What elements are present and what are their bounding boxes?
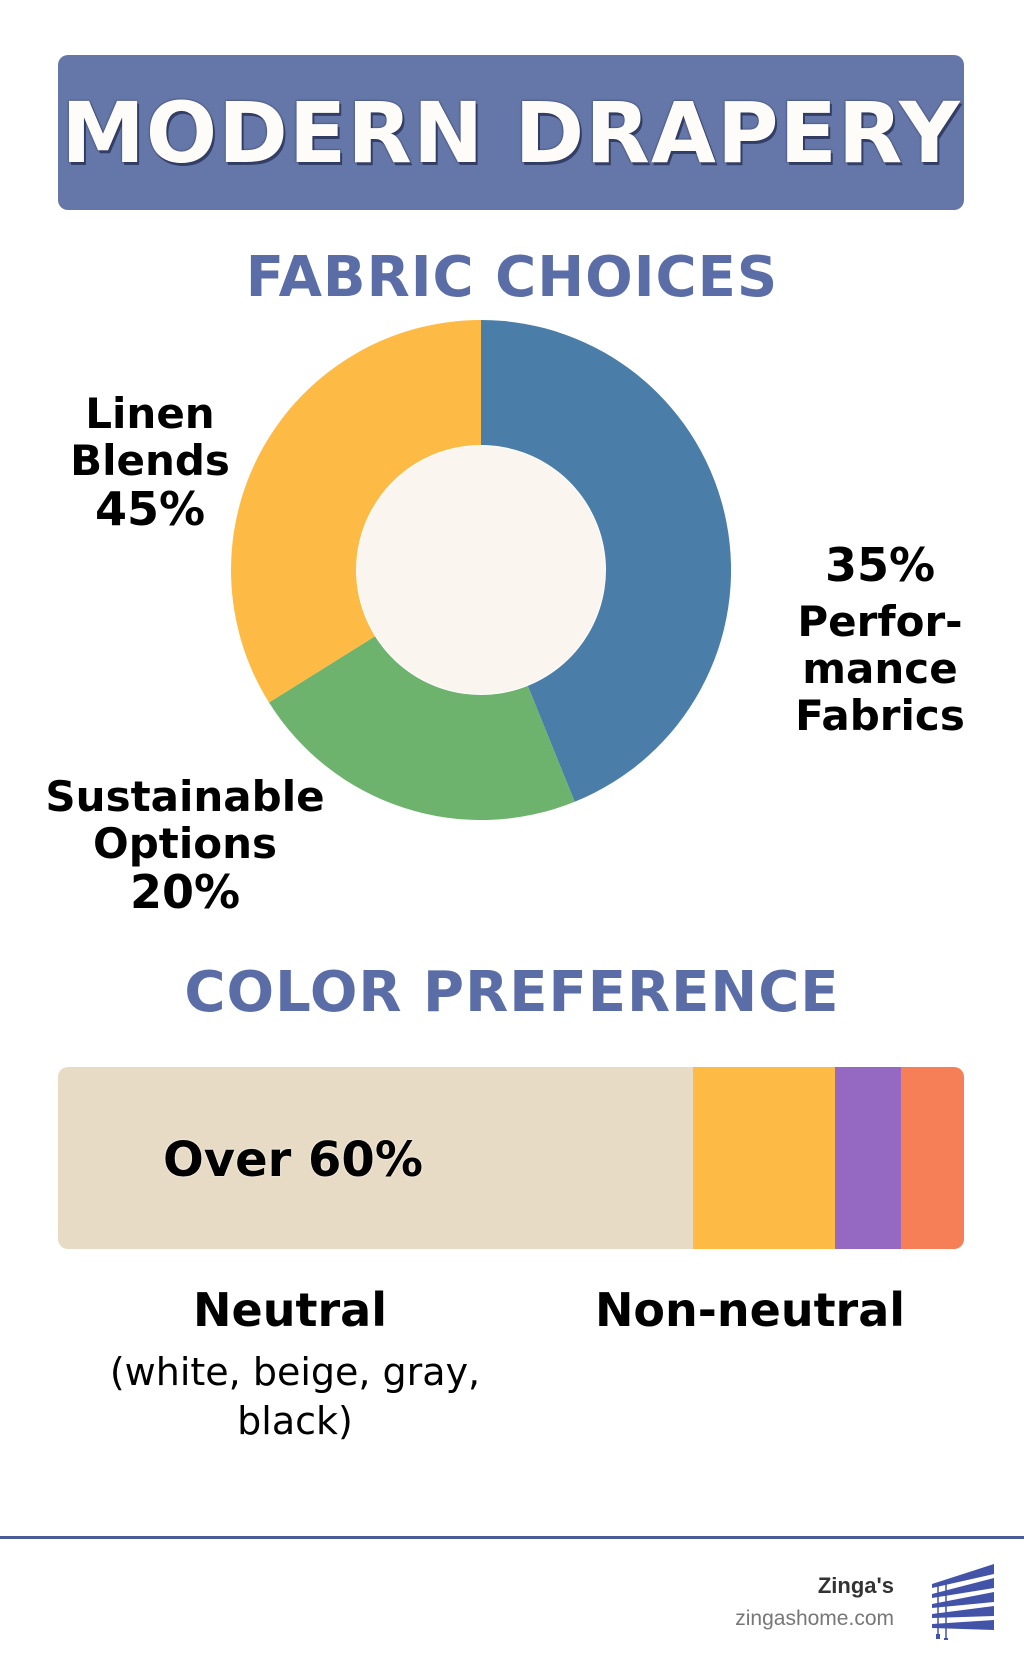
label-linen-name-1: Linen <box>85 389 215 438</box>
label-performance-name-1: Perfor- <box>797 596 963 646</box>
category-neutral: Neutral <box>193 1283 387 1337</box>
label-performance-name-2: mance <box>802 643 958 693</box>
bar-segment-yellow <box>693 1067 835 1249</box>
fabric-choices-heading: FABRIC CHOICES <box>245 245 779 310</box>
donut-slice-performance <box>481 320 731 802</box>
footer-divider <box>0 1536 1024 1539</box>
page-title: MODERN DRAPERY <box>61 83 961 182</box>
brand-name: Zinga's <box>817 1573 894 1598</box>
label-linen-name-2: Blends <box>70 436 230 486</box>
label-performance-value: 35% <box>824 538 936 592</box>
title-banner: MODERN DRAPERY <box>58 55 964 210</box>
bar-label-over-60: Over 60% <box>163 1132 423 1188</box>
bar-segment-neutral: Over 60% <box>58 1067 693 1249</box>
donut-slice-linen <box>231 320 481 703</box>
label-sustainable-name-1: Sustainable <box>45 772 325 821</box>
fabric-donut-chart <box>231 320 731 820</box>
label-sustainable-options: Sustainable Options 20% <box>40 773 330 919</box>
label-sustainable-value: 20% <box>129 865 241 920</box>
label-performance-fabrics: 35% Perfor- mance Fabrics <box>780 538 980 740</box>
donut-slice-sustainable <box>269 636 575 820</box>
label-linen-blends: Linen Blends 45% <box>50 390 250 536</box>
brand-url[interactable]: zingashome.com <box>735 1607 894 1630</box>
bar-segment-orange <box>901 1067 964 1249</box>
donut-center <box>357 446 605 694</box>
label-linen-value: 45% <box>94 482 206 537</box>
label-performance-name-3: Fabrics <box>795 690 965 740</box>
window-blinds-icon <box>932 1564 994 1640</box>
neutral-description-line-2: black) <box>237 1399 353 1444</box>
neutral-description-line-1: (white, beige, gray, <box>109 1350 481 1394</box>
category-non-neutral: Non-neutral <box>594 1283 906 1337</box>
color-preference-bar: Over 60% <box>58 1067 964 1249</box>
color-preference-heading: COLOR PREFERENCE <box>184 960 840 1025</box>
bar-segment-purple <box>835 1067 901 1249</box>
label-sustainable-name-2: Options <box>93 819 277 869</box>
neutral-description: (white, beige, gray, black) <box>60 1348 530 1447</box>
